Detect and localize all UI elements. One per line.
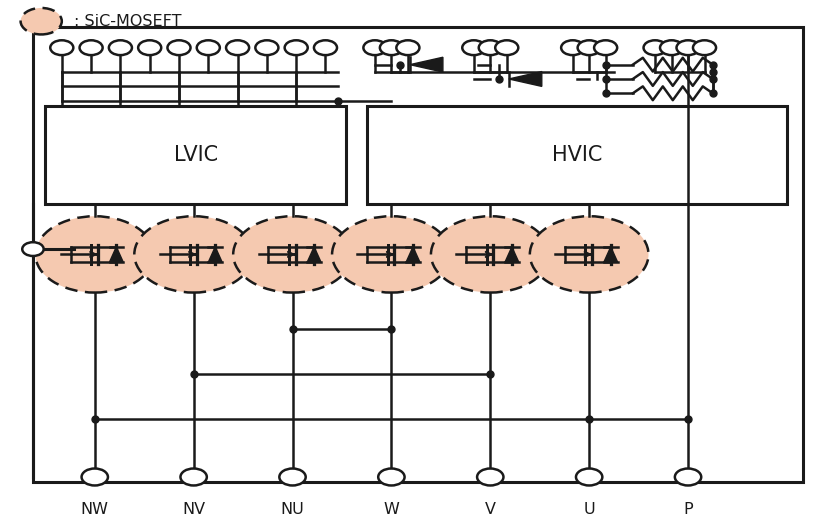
Text: NW: NW: [81, 502, 109, 517]
Circle shape: [495, 40, 518, 55]
Circle shape: [462, 40, 485, 55]
Circle shape: [80, 40, 103, 55]
Text: U: U: [583, 502, 595, 517]
Circle shape: [22, 242, 44, 256]
Circle shape: [332, 216, 451, 293]
Polygon shape: [406, 247, 419, 262]
Circle shape: [693, 40, 716, 55]
Text: : SiC-MOSEFT: : SiC-MOSEFT: [74, 14, 181, 29]
Text: LVIC: LVIC: [174, 145, 218, 165]
Polygon shape: [508, 72, 541, 86]
Circle shape: [675, 469, 701, 485]
Circle shape: [660, 40, 683, 55]
Circle shape: [255, 40, 279, 55]
Circle shape: [477, 469, 503, 485]
Text: NU: NU: [281, 502, 304, 517]
Circle shape: [576, 469, 602, 485]
Circle shape: [197, 40, 220, 55]
Circle shape: [284, 40, 307, 55]
Polygon shape: [208, 247, 222, 262]
Circle shape: [594, 40, 617, 55]
Circle shape: [50, 40, 73, 55]
Circle shape: [396, 40, 419, 55]
Circle shape: [167, 40, 190, 55]
Text: NV: NV: [182, 502, 205, 517]
Circle shape: [561, 40, 584, 55]
Circle shape: [530, 216, 648, 293]
Text: P: P: [683, 502, 693, 517]
Text: HVIC: HVIC: [551, 145, 602, 165]
Polygon shape: [505, 247, 518, 262]
Bar: [33, 26, 803, 482]
Circle shape: [378, 469, 405, 485]
Circle shape: [35, 216, 154, 293]
Circle shape: [226, 40, 249, 55]
Circle shape: [180, 469, 207, 485]
Polygon shape: [307, 247, 321, 262]
Text: V: V: [485, 502, 496, 517]
Bar: [367, 106, 787, 204]
Polygon shape: [410, 57, 443, 72]
Circle shape: [380, 40, 403, 55]
Circle shape: [431, 216, 550, 293]
Circle shape: [233, 216, 352, 293]
Text: W: W: [383, 502, 400, 517]
Circle shape: [644, 40, 667, 55]
Circle shape: [314, 40, 337, 55]
Circle shape: [279, 469, 306, 485]
Circle shape: [363, 40, 386, 55]
Bar: [45, 106, 346, 204]
Circle shape: [479, 40, 502, 55]
Circle shape: [21, 8, 62, 34]
Circle shape: [578, 40, 601, 55]
Polygon shape: [110, 247, 123, 262]
Circle shape: [134, 216, 253, 293]
Circle shape: [138, 40, 162, 55]
Circle shape: [109, 40, 132, 55]
Circle shape: [82, 469, 108, 485]
Circle shape: [677, 40, 700, 55]
Polygon shape: [604, 247, 617, 262]
